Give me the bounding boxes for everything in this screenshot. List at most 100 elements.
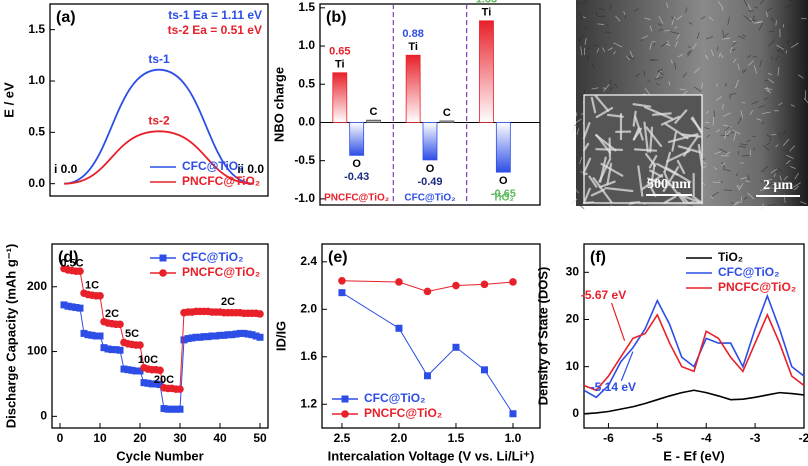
sem-texture [749,17,754,23]
sem-texture [609,4,612,10]
sem-texture [714,151,721,155]
sem-texture [644,88,651,96]
sem-texture [778,102,783,106]
y-tick-label: 10 [566,359,580,373]
y-axis-label: Discharge Capacity (mAh g⁻¹) [3,244,18,429]
data-point [156,381,164,389]
data-point [423,372,431,380]
value-label: 1.33 [476,0,497,6]
sem-texture [671,16,675,21]
inset-texture [590,96,597,114]
data-point [84,331,92,339]
sem-texture [603,84,610,92]
inset-texture [667,180,686,205]
sem-texture [720,134,730,137]
sem-texture [670,31,680,35]
inset-texture [663,195,677,205]
data-point [108,346,116,354]
data-point [80,329,88,337]
data-point [64,302,72,310]
sem-texture [770,17,776,24]
plot-frame [319,3,541,206]
sem-texture [576,127,580,135]
annotation-arrow [620,351,634,382]
sem-texture [596,48,600,53]
sem-texture [676,15,683,21]
sem-texture [580,113,584,115]
plot-frame [49,3,269,197]
sem-texture [776,44,785,50]
sem-texture [749,109,754,116]
plot-frame [321,243,541,429]
sem-texture [798,74,804,79]
sem-texture [704,54,709,60]
sem-texture [775,144,779,148]
sem-texture [751,101,759,105]
bar [349,122,365,156]
sem-texture [706,134,711,138]
sem-texture [793,185,799,191]
plot-frame [583,243,805,429]
sem-texture [671,59,673,64]
sem-texture [580,0,589,5]
y-tick-label: 0.0 [28,176,45,190]
sem-texture [756,21,763,24]
sem-texture [779,175,782,181]
inset-texture [595,106,614,119]
sem-texture [737,151,740,155]
sem-texture [762,111,771,114]
atom-label: C [370,106,378,118]
data-point [184,335,192,343]
sem-texture [578,204,585,210]
sem-texture [795,164,800,171]
data-point [104,345,112,353]
data-point [60,301,68,309]
data-point [248,331,256,339]
legend-label: CFC@TiO₂ [182,250,243,264]
annotation: -5.14 eV [591,380,636,394]
sem-texture [737,116,742,125]
sem-texture [607,47,614,51]
inset-texture [666,149,691,163]
sem-texture [598,7,606,11]
inset-texture [594,94,610,112]
inset-texture [645,126,663,147]
sem-texture [679,88,687,91]
sem-texture [776,167,783,172]
sem-texture [592,64,596,70]
sem-texture [655,82,660,86]
sem-texture [746,139,751,143]
data-point [192,333,200,341]
sem-texture [787,27,790,31]
data-point [144,379,152,387]
atom-label: O [426,163,435,175]
sem-texture [784,4,791,8]
sem-texture [685,7,688,13]
legend-marker [341,410,349,418]
sem-texture [576,1,579,5]
sem-texture [644,17,652,21]
sem-texture [629,50,634,58]
data-point [212,332,220,340]
sem-texture [760,180,768,184]
sem-texture [723,133,727,139]
sem-texture [765,187,774,189]
sem-texture [781,181,791,186]
sem-texture [571,124,577,133]
sem-texture [584,27,589,30]
sem-texture [764,79,770,82]
annotation: 0.5C [60,257,83,269]
annotation: 1C [85,279,99,291]
data-point [92,332,100,340]
bar [495,122,511,173]
sem-texture [781,129,787,136]
panel-label: (f) [590,249,606,266]
sem-texture [657,23,662,27]
x-tick-label: 20 [133,431,147,445]
sem-texture [767,178,773,181]
group-label: CFC@TiO₂ [404,193,455,204]
sem-texture [713,110,716,117]
sem-texture [753,65,758,74]
data-point [423,287,432,296]
sem-texture [758,104,766,108]
